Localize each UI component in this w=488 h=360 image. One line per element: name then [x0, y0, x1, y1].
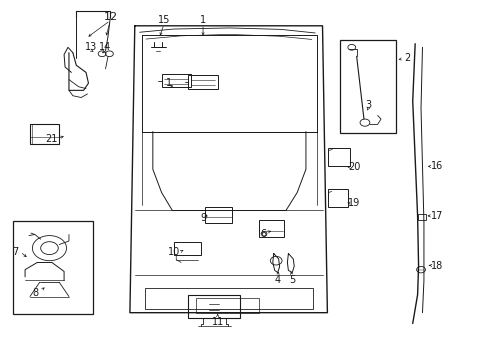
Text: 21: 21: [45, 134, 58, 144]
Text: 12: 12: [103, 12, 117, 22]
Bar: [173, 242, 200, 255]
Text: 19: 19: [347, 198, 360, 208]
Bar: [144, 288, 312, 309]
Text: 17: 17: [430, 211, 443, 221]
Text: 4: 4: [274, 275, 280, 285]
Text: 9: 9: [200, 213, 206, 222]
Bar: [161, 74, 190, 87]
Text: 8: 8: [33, 288, 39, 298]
Bar: [188, 295, 239, 318]
Bar: [339, 40, 395, 134]
Bar: [328, 189, 347, 207]
Text: 2: 2: [404, 53, 410, 63]
Bar: [188, 75, 217, 89]
Bar: [195, 298, 259, 313]
Bar: [13, 221, 93, 315]
Bar: [328, 148, 349, 166]
Text: 5: 5: [288, 275, 295, 285]
Bar: [259, 220, 284, 237]
Text: 1: 1: [165, 78, 172, 88]
Text: 6: 6: [260, 229, 265, 239]
Text: 18: 18: [430, 261, 442, 271]
Text: 14: 14: [99, 42, 111, 52]
Text: 16: 16: [430, 161, 442, 171]
Text: 20: 20: [347, 162, 360, 172]
Text: 7: 7: [12, 247, 19, 257]
Text: 10: 10: [167, 247, 180, 257]
Text: 15: 15: [158, 15, 170, 26]
Text: 1: 1: [200, 15, 206, 26]
Text: 3: 3: [365, 100, 371, 110]
Bar: [417, 214, 426, 220]
Bar: [205, 207, 232, 223]
Text: 11: 11: [211, 317, 224, 327]
Bar: [30, 125, 59, 144]
Text: 13: 13: [84, 42, 97, 52]
